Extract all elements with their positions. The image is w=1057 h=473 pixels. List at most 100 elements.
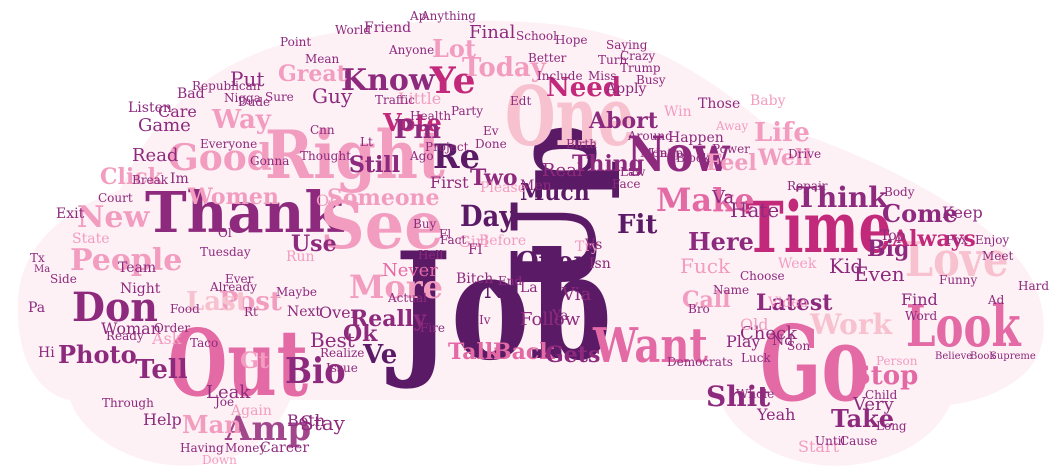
- word-actual: Actual: [387, 291, 427, 305]
- word-really: Really: [350, 306, 427, 332]
- word-repair: Repair: [787, 179, 828, 193]
- word-thought: Thought: [300, 149, 351, 163]
- word-here: Here: [688, 227, 754, 256]
- word-la: La: [520, 280, 538, 296]
- word-talk: Talk: [448, 339, 501, 365]
- word-again: Again: [230, 403, 272, 419]
- word-book: Book: [970, 351, 996, 362]
- word-project: Project: [425, 140, 469, 154]
- word-vote: Vote: [382, 108, 442, 137]
- word-think: Think: [796, 181, 888, 214]
- word-pa: Pa: [28, 300, 45, 316]
- word-little: Little: [398, 89, 441, 108]
- word-tell: Tell: [135, 355, 188, 385]
- word-still: Still: [349, 152, 400, 178]
- word-use: Use: [291, 231, 337, 257]
- word-party: Party: [451, 104, 483, 118]
- word-fox: Fox: [946, 233, 968, 247]
- word-keep: Keep: [942, 203, 983, 222]
- word-never: Never: [382, 260, 438, 281]
- word-ap: Ap: [409, 9, 427, 23]
- word-through: Through: [102, 396, 154, 410]
- word-someone: Someone: [327, 185, 440, 211]
- word-today: Today: [462, 53, 547, 83]
- word-ma: Ma: [34, 264, 50, 275]
- word-over: Over: [319, 303, 359, 322]
- word-ev: Ev: [483, 124, 499, 138]
- word-life: Life: [754, 118, 810, 148]
- word-run: Run: [286, 249, 315, 265]
- word-side: Side: [50, 272, 77, 286]
- word-stay: Stay: [300, 411, 346, 435]
- word-love: Love: [905, 233, 1008, 288]
- word-nigga: Nigga: [224, 91, 261, 105]
- word-anything: Anything: [420, 9, 476, 23]
- word-try: Try: [575, 239, 599, 255]
- word-issue: Issue: [326, 361, 358, 375]
- word-turn: Turn: [598, 53, 627, 67]
- word-anyone: Anyone: [388, 43, 434, 57]
- word-down: Down: [202, 453, 237, 467]
- word-choose: Choose: [740, 269, 785, 283]
- word-latest: Latest: [756, 290, 833, 316]
- word-win: Win: [664, 104, 692, 120]
- word-ny: Ny: [484, 278, 518, 304]
- word-ever: Ever: [225, 272, 254, 286]
- word-cause: Cause: [840, 434, 877, 448]
- word-va: Va: [711, 187, 734, 208]
- word-guy: Guy: [312, 84, 353, 108]
- word-ok: Ok: [343, 321, 378, 347]
- word-pm: Pm: [394, 115, 441, 145]
- word-big: Big: [867, 236, 909, 262]
- word-happen: Happen: [668, 130, 724, 146]
- word-buy: Buy: [413, 217, 437, 231]
- word-health: Health: [410, 109, 451, 123]
- word-hate: Hate: [730, 198, 779, 222]
- word-first: First: [430, 173, 469, 192]
- word-court: Court: [98, 191, 133, 205]
- word-work: Work: [809, 308, 893, 341]
- word-photo: Photo: [58, 340, 137, 369]
- word-back: Back: [493, 339, 555, 365]
- word-busy: Busy: [636, 73, 666, 87]
- word-world: World: [335, 23, 371, 37]
- word-law: Law: [620, 165, 646, 179]
- word-gets: Gets: [545, 342, 600, 368]
- word-play: Play: [726, 332, 760, 351]
- word-team: Team: [118, 260, 156, 276]
- word-bio: Bio: [285, 350, 346, 392]
- word-rt: Rt: [244, 305, 258, 319]
- word-fuck: Fuck: [680, 254, 731, 278]
- word-bad: Bad: [177, 86, 205, 102]
- word-day: Day: [460, 200, 516, 233]
- word-miss: Miss: [588, 69, 616, 83]
- word-job: Job: [386, 221, 612, 393]
- word-fl: Fl: [468, 242, 483, 258]
- word-don: Don: [72, 284, 158, 331]
- word-maybe: Maybe: [276, 285, 317, 299]
- word-see: See: [320, 187, 444, 264]
- word-funny: Funny: [939, 273, 978, 287]
- word-yeah: Yeah: [756, 405, 795, 424]
- word-care: Care: [158, 102, 197, 121]
- word-apply: Apply: [605, 81, 647, 97]
- word-listen: Listen: [128, 100, 172, 116]
- word-now: Now: [627, 126, 731, 183]
- word-two: Two: [470, 165, 518, 191]
- word-realize: Realize: [320, 346, 364, 360]
- word-amp: Amp: [224, 409, 311, 449]
- word-post: Post: [219, 287, 282, 317]
- word-around: Around: [627, 129, 673, 143]
- word-man: Man: [182, 410, 242, 439]
- word-birth: Birth: [566, 137, 597, 151]
- word-read: Read: [132, 145, 178, 166]
- word-until: Until: [815, 434, 846, 448]
- word-both: Both: [287, 411, 325, 430]
- word-exit: Exit: [56, 206, 85, 222]
- word-check: Check: [740, 323, 798, 344]
- word-oh: Oh: [316, 191, 339, 210]
- word-ask: Ask: [151, 329, 182, 348]
- word-final: Final: [469, 22, 516, 43]
- word-word: Word: [905, 309, 937, 323]
- word-isn: Isn: [589, 256, 611, 272]
